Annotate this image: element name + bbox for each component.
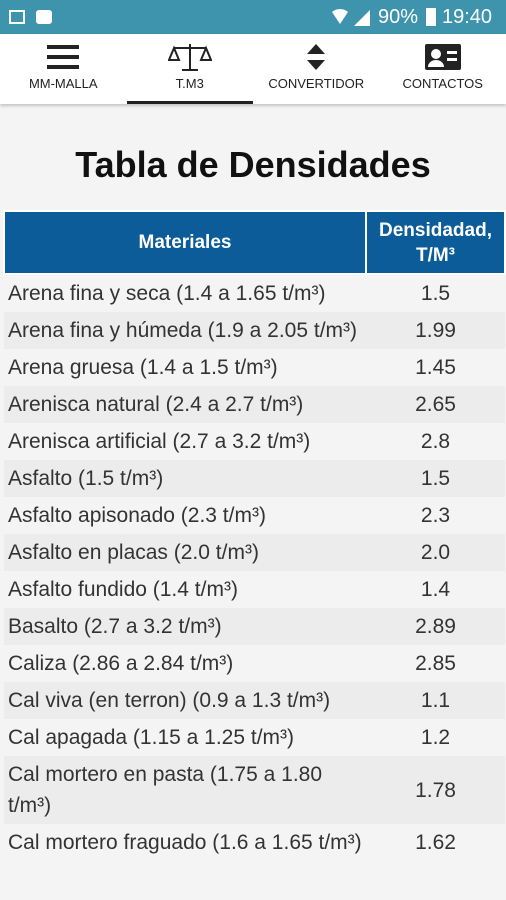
material-name: Caliza (2.86 a 2.84 t/m³) xyxy=(8,652,234,675)
density-value: 1.45 xyxy=(415,356,456,379)
density-value: 2.8 xyxy=(420,430,451,453)
material-name: Arena fina y seca (1.4 a 1.65 t/m³) xyxy=(8,282,326,305)
material-name: Asfalto en placas (2.0 t/m³) xyxy=(4,534,366,571)
table-row: Arena fina y seca (1.4 a 1.65 t/m³) 1.5 xyxy=(4,274,505,312)
density-value: 2.0 xyxy=(366,534,505,571)
density-value: 1.62 xyxy=(415,831,456,854)
scale-icon xyxy=(167,44,212,71)
column-header: Densidadad, T/M³ xyxy=(365,210,506,275)
table-row: Caliza (2.86 a 2.84 t/m³) 2.85 xyxy=(4,645,505,682)
notification-icons xyxy=(9,10,52,24)
material-name: Asfalto (1.5 t/m³) xyxy=(4,460,366,497)
tab[interactable]: MM-MALLA xyxy=(0,34,127,104)
column-header: Materiales xyxy=(3,210,367,275)
battery-level: 90% xyxy=(378,6,419,28)
table-row: Asfalto en placas (2.0 t/m³) 2.0 xyxy=(4,534,505,571)
density-value: 2.89 xyxy=(366,608,505,645)
density-table: Materiales Densidadad, T/M³ Arena fina y… xyxy=(3,210,506,861)
density-value: 2.3 xyxy=(420,504,451,527)
table-row: Arena fina y húmeda (1.9 a 2.05 t/m³) 1.9… xyxy=(4,312,505,349)
material-name: Asfalto apisonado (2.3 t/m³) xyxy=(8,504,266,527)
battery-icon xyxy=(426,8,436,26)
tab-label: T.M3 xyxy=(175,76,204,91)
table-row: Asfalto fundido (1.4 t/m³) 1.4 xyxy=(4,571,505,608)
density-value: 2.85 xyxy=(415,652,456,675)
material-name: Basalto (2.7 a 3.2 t/m³) xyxy=(4,608,366,645)
material-name: Cal apagada (1.15 a 1.25 t/m³) xyxy=(8,726,295,749)
density-value: 1.2 xyxy=(420,726,451,749)
table-row: Cal apagada (1.15 a 1.25 t/m³) 1.2 xyxy=(4,719,505,756)
density-value: 2.65 xyxy=(366,386,505,423)
contact-icon xyxy=(424,44,461,70)
tab-label: CONVERTIDOR xyxy=(268,76,365,91)
density-value: 1.1 xyxy=(366,682,505,719)
tab[interactable]: CONTACTOS xyxy=(380,34,506,104)
density-value: 1.78 xyxy=(366,756,505,824)
material-name: Cal mortero en pasta (1.75 a 1.80 t/m³) xyxy=(4,756,366,824)
status-bar: 90% 19:40 xyxy=(0,0,506,34)
clock: 19:40 xyxy=(442,6,493,28)
signal-icons xyxy=(332,8,370,26)
table-row: Asfalto apisonado (2.3 t/m³) 2.3 xyxy=(4,497,505,534)
table-row: Arena gruesa (1.4 a 1.5 t/m³) 1.45 xyxy=(4,349,505,386)
content: Tabla de Densidades Materiales Densidada… xyxy=(0,116,506,900)
material-name: Arena fina y húmeda (1.9 a 2.05 t/m³) xyxy=(4,312,366,349)
material-name: Arena gruesa (1.4 a 1.5 t/m³) xyxy=(8,356,278,379)
density-value: 1.5 xyxy=(420,282,451,305)
material-name: Asfalto fundido (1.4 t/m³) xyxy=(8,578,238,601)
table-row: Cal mortero en pasta (1.75 a 1.80 t/m³) 1… xyxy=(4,756,505,824)
material-name: Arenisca artificial (2.7 a 3.2 t/m³) xyxy=(8,430,311,453)
table-row: Arenisca natural (2.4 a 2.7 t/m³) 2.65 xyxy=(4,386,505,423)
table-row: Cal mortero fraguado (1.6 a 1.65 t/m³) 1.… xyxy=(4,824,505,861)
material-name: Arenisca natural (2.4 a 2.7 t/m³) xyxy=(4,386,366,423)
tab[interactable]: T.M3 xyxy=(126,34,254,104)
table-row: Cal viva (en terron) (0.9 a 1.3 t/m³) 1.1 xyxy=(4,682,505,719)
tab-label: CONTACTOS xyxy=(402,76,483,91)
density-value: 1.99 xyxy=(366,312,505,349)
material-name: Cal viva (en terron) (0.9 a 1.3 t/m³) xyxy=(4,682,366,719)
table-row: Basalto (2.7 a 3.2 t/m³) 2.89 xyxy=(4,608,505,645)
tab-bar: MM-MALLA T.M3 CONVERTIDOR CONTACTOS xyxy=(0,34,506,104)
page-title: Tabla de Densidades xyxy=(75,144,431,185)
density-value: 1.5 xyxy=(366,460,505,497)
table-row: Asfalto (1.5 t/m³) 1.5 xyxy=(4,460,505,497)
tab-label: MM-MALLA xyxy=(28,76,98,91)
menu-icon xyxy=(47,45,80,69)
tab[interactable]: CONVERTIDOR xyxy=(253,34,380,104)
sort-icon xyxy=(307,44,326,70)
table-row: Arenisca artificial (2.7 a 3.2 t/m³) 2.8 xyxy=(4,423,505,460)
density-value: 1.4 xyxy=(420,578,451,601)
material-name: Cal mortero fraguado (1.6 a 1.65 t/m³) xyxy=(8,831,362,854)
